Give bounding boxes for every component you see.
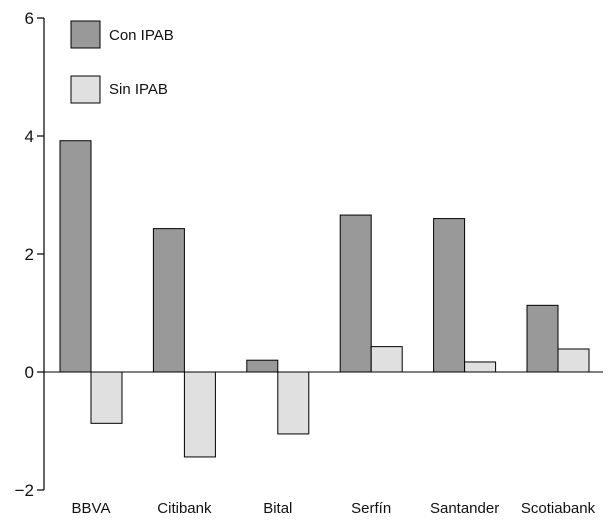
x-tick-label: Scotiabank (521, 500, 596, 517)
x-tick-label: Santander (430, 500, 499, 517)
y-tick-label: 0 (25, 363, 34, 382)
legend-label-sin-ipab: Sin IPAB (109, 81, 168, 98)
x-tick-label: Bital (263, 500, 292, 517)
y-tick-label: 4 (25, 127, 34, 146)
legend-item-sin-ipab: Sin IPAB (70, 75, 168, 104)
bar-con-ipab (433, 218, 466, 373)
legend-swatch-sin-ipab (70, 75, 101, 104)
bar-sin-ipab (277, 371, 310, 435)
y-tick-label: −2 (15, 481, 34, 500)
x-tick-label: Citibank (157, 500, 212, 517)
axes: −2 0 2 4 6 (15, 9, 603, 500)
bar-sin-ipab (183, 371, 216, 458)
bar-con-ipab (152, 228, 185, 373)
y-ticks: −2 0 2 4 6 (15, 9, 44, 500)
x-tick-label: Serfín (351, 500, 391, 517)
bar-con-ipab (526, 304, 559, 373)
bar-con-ipab (246, 359, 279, 373)
legend-label-con-ipab: Con IPAB (109, 27, 174, 44)
bars (59, 140, 590, 458)
bar-sin-ipab (557, 348, 590, 373)
legend: Con IPAB Sin IPAB (70, 20, 174, 104)
bar-sin-ipab (370, 346, 403, 373)
x-tick-label: BBVA (72, 500, 111, 517)
y-tick-label: 6 (25, 9, 34, 28)
bar-con-ipab (59, 140, 92, 373)
legend-swatch-con-ipab (70, 20, 101, 49)
bar-sin-ipab (464, 361, 497, 373)
legend-item-con-ipab: Con IPAB (70, 20, 174, 49)
bar-sin-ipab (90, 371, 123, 424)
bar-con-ipab (339, 214, 372, 373)
x-tick-labels: BBVA Citibank Bital Serfín Santander Scotiaba… (72, 500, 596, 517)
y-tick-label: 2 (25, 245, 34, 264)
